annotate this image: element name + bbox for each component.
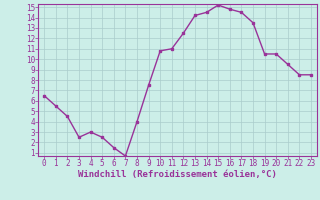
X-axis label: Windchill (Refroidissement éolien,°C): Windchill (Refroidissement éolien,°C) — [78, 170, 277, 179]
